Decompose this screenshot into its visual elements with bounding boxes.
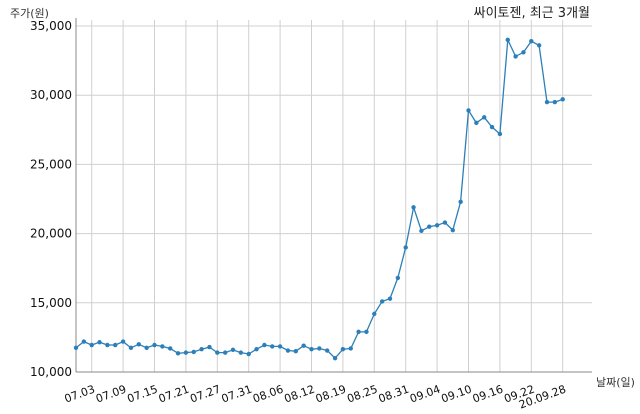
x-tick-label: 07.15: [125, 383, 159, 406]
y-tick-label: 20,000: [30, 227, 72, 241]
price-point: [293, 349, 298, 354]
x-tick-label: 08.19: [314, 383, 348, 406]
price-point: [144, 345, 149, 350]
x-tick-label: 07.03: [63, 383, 97, 406]
x-tick-label: 09.10: [439, 383, 473, 406]
price-point: [215, 350, 220, 355]
price-point: [356, 329, 361, 335]
price-point: [544, 99, 550, 105]
price-points: [73, 37, 565, 361]
price-point: [262, 342, 267, 348]
price-point: [222, 350, 228, 355]
price-point: [450, 227, 455, 233]
price-point: [317, 346, 322, 351]
x-tick-label: 07.27: [188, 383, 222, 406]
price-point: [238, 350, 244, 355]
price-point: [301, 343, 306, 348]
price-point: [152, 342, 157, 348]
price-point: [325, 348, 330, 353]
x-tick-label: 09.04: [408, 383, 442, 406]
price-point: [89, 342, 94, 348]
price-point: [552, 99, 558, 105]
x-tick-label: 07.31: [220, 383, 254, 406]
price-point: [364, 329, 369, 335]
y-axis-label: 주가(원): [10, 7, 49, 20]
price-point: [199, 346, 204, 352]
price-point: [246, 351, 251, 357]
price-point: [128, 345, 134, 350]
price-point: [120, 339, 126, 344]
price-point: [442, 220, 448, 225]
y-tick-label: 25,000: [30, 157, 72, 171]
x-tick-label: 08.06: [251, 383, 285, 406]
price-point: [529, 39, 534, 44]
price-point: [97, 340, 102, 345]
x-tick-label: 07.09: [94, 383, 128, 406]
price-point: [183, 350, 189, 355]
price-point: [340, 346, 346, 352]
price-point: [482, 115, 487, 120]
price-point: [513, 54, 518, 59]
price-point: [505, 37, 510, 43]
price-point: [191, 349, 196, 355]
price-point: [332, 355, 338, 361]
price-point: [427, 224, 432, 229]
price-point: [81, 339, 87, 344]
price-point: [175, 351, 181, 356]
price-point: [466, 108, 471, 113]
price-point: [458, 199, 463, 204]
price-point: [560, 97, 565, 102]
x-axis-label: 날짜(일): [596, 375, 635, 389]
price-point: [411, 205, 416, 210]
price-point: [270, 344, 275, 349]
y-tick-labels: 10,000 15,000 20,000 25,000 30,000 35,000: [30, 19, 72, 379]
price-point: [521, 50, 526, 55]
price-point: [419, 228, 424, 234]
price-point: [379, 299, 385, 304]
x-tick-label: 08.31: [377, 383, 411, 406]
x-tick-labels: 07.0307.0907.1507.2107.2707.3108.0608.12…: [63, 383, 568, 412]
price-point: [309, 346, 314, 352]
price-point: [536, 43, 542, 48]
chart-title: 싸이토젠, 최근 3개월: [474, 6, 590, 21]
y-tick-label: 10,000: [30, 365, 72, 379]
price-point: [474, 120, 479, 126]
x-tick-label: 09.16: [471, 383, 505, 406]
price-point: [497, 131, 503, 137]
x-tick-label: 08.25: [345, 383, 379, 406]
price-point: [113, 342, 118, 348]
price-point: [387, 296, 393, 301]
price-point: [395, 275, 401, 281]
x-tick-label: 07.21: [157, 383, 191, 406]
axes: [75, 18, 592, 373]
price-point: [73, 345, 79, 350]
price-point: [348, 346, 353, 351]
price-point: [489, 124, 495, 130]
price-point: [207, 344, 212, 350]
y-tick-label: 35,000: [30, 19, 72, 33]
price-point: [160, 344, 165, 349]
price-point: [277, 344, 283, 349]
price-point: [285, 348, 291, 353]
price-point: [230, 347, 236, 353]
price-point: [403, 245, 408, 250]
price-point: [254, 346, 259, 352]
price-point: [168, 346, 173, 351]
y-tick-label: 15,000: [30, 296, 72, 310]
price-point: [105, 342, 110, 348]
price-point: [372, 311, 377, 317]
price-point: [434, 223, 440, 228]
grid-lines: [76, 20, 592, 373]
y-tick-label: 30,000: [30, 88, 72, 102]
price-line: [75, 37, 563, 360]
price-point: [136, 342, 141, 347]
x-tick-label: 08.12: [282, 383, 316, 406]
